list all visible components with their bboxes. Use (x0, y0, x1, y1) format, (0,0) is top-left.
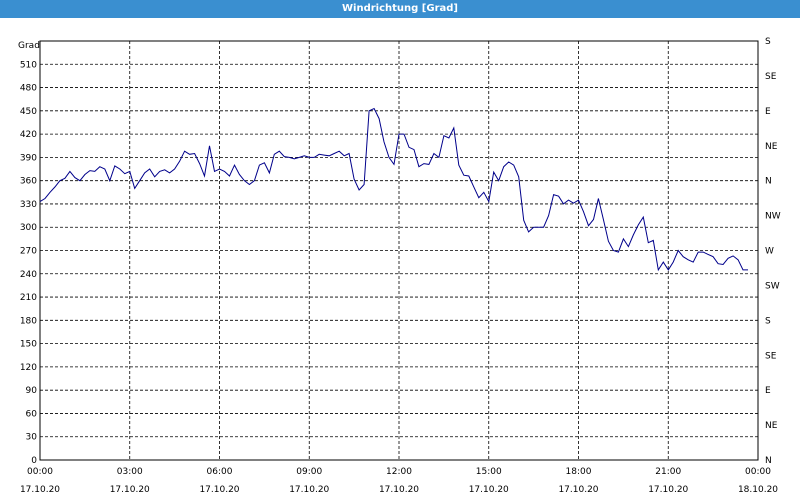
y-tick-label: 210 (20, 293, 37, 303)
x-tick-date: 17.10.20 (20, 485, 60, 495)
wind-direction-chart: Grad 0 30 60 90 120 150 180 210 240 270 300 330 360 3… (18, 37, 781, 495)
x-axis-ticks: 00:00 17.10.20 03:00 17.10.20 06:00 17.10.20 0… (20, 467, 778, 495)
y-tick-label: 180 (20, 316, 37, 326)
x-tick-date: 17.10.20 (469, 485, 509, 495)
y-tick-label: 270 (20, 247, 37, 257)
y-tick-label: 360 (20, 177, 37, 187)
x-tick-date: 17.10.20 (648, 485, 688, 495)
x-tick-time: 09:00 (296, 467, 322, 477)
x-tick-date: 18.10.20 (738, 485, 778, 495)
x-tick-date: 17.10.20 (379, 485, 419, 495)
chart-grid (40, 41, 758, 460)
compass-label: NW (765, 212, 781, 222)
y-tick-label: 450 (20, 107, 37, 117)
y-tick-label: 240 (20, 270, 37, 280)
y-axis-ticks: 0 30 60 90 120 150 180 210 240 270 300 330 360 390 420… (20, 60, 37, 466)
y-tick-label: 390 (20, 153, 37, 163)
y-tick-label: 510 (20, 60, 37, 70)
x-tick-time: 00:00 (27, 467, 53, 477)
compass-label: NE (765, 421, 778, 431)
x-tick-date: 17.10.20 (558, 485, 598, 495)
compass-label: SE (765, 351, 777, 361)
x-tick-time: 15:00 (476, 467, 502, 477)
compass-label: E (765, 107, 771, 117)
y-axis-label: Grad (18, 41, 40, 51)
right-axis-compass-labels: N NE E SE S SW W NW N NE E SE S (765, 37, 781, 466)
compass-label: N (765, 456, 772, 466)
compass-label: N (765, 177, 772, 187)
compass-label: SE (765, 72, 777, 82)
compass-label: S (765, 37, 771, 47)
y-tick-label: 30 (26, 433, 38, 443)
y-tick-label: 0 (31, 456, 37, 466)
y-tick-label: 480 (20, 84, 37, 94)
y-tick-label: 120 (20, 363, 37, 373)
window-title: Windrichtung [Grad] (0, 0, 800, 18)
y-tick-label: 420 (20, 130, 37, 140)
x-tick-date: 17.10.20 (289, 485, 329, 495)
y-tick-label: 90 (26, 386, 38, 396)
compass-label: S (765, 316, 771, 326)
compass-label: W (765, 247, 774, 257)
compass-label: SW (765, 281, 780, 291)
plot-frame (39, 40, 759, 461)
x-tick-time: 18:00 (566, 467, 592, 477)
x-tick-date: 17.10.20 (110, 485, 150, 495)
compass-label: E (765, 386, 771, 396)
x-tick-time: 12:00 (386, 467, 412, 477)
y-tick-label: 150 (20, 340, 37, 350)
y-tick-label: 330 (20, 200, 37, 210)
x-tick-time: 21:00 (655, 467, 681, 477)
y-tick-label: 300 (20, 223, 37, 233)
x-tick-time: 00:00 (745, 467, 771, 477)
x-tick-date: 17.10.20 (199, 485, 239, 495)
x-tick-time: 06:00 (207, 467, 233, 477)
x-tick-time: 03:00 (117, 467, 143, 477)
wind-direction-line (39, 107, 748, 272)
y-tick-label: 60 (26, 409, 38, 419)
compass-label: NE (765, 142, 778, 152)
